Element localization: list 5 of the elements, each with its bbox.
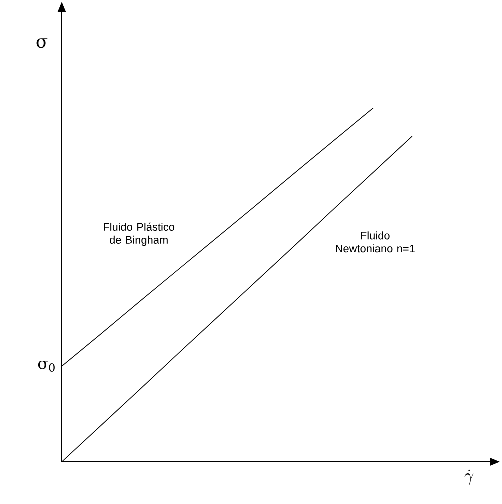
series-label: Fluido Newtoniano n=1 [336,232,415,253]
y-axis-title: σ [36,38,48,48]
series-label: Fluido Plástico de Bingham [104,222,175,246]
x-axis-title: $\dot{\gamma}$ [464,470,474,485]
annotation: σ$_{0}$ [38,360,55,372]
